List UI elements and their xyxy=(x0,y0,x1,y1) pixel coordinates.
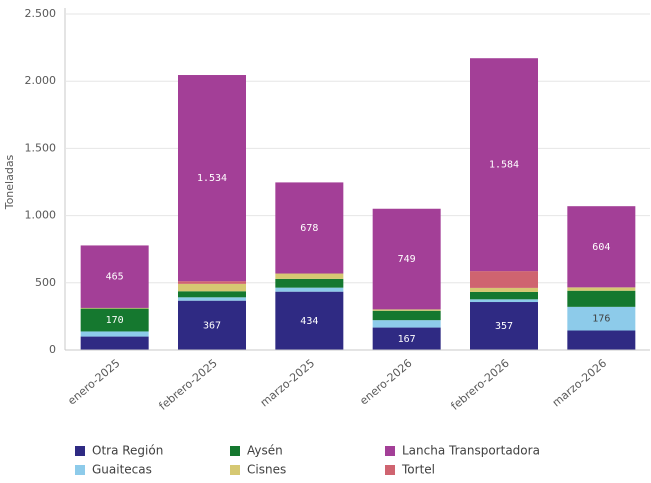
bar-segment xyxy=(372,320,441,328)
y-tick-label: 1.500 xyxy=(25,141,57,154)
bar-segment xyxy=(567,287,636,291)
value-label: 170 xyxy=(106,315,124,326)
legend-swatch xyxy=(385,446,395,456)
value-label: 465 xyxy=(106,272,124,283)
bar-segment xyxy=(275,278,344,288)
legend-label: Cisnes xyxy=(247,463,286,477)
bar-segment xyxy=(80,308,149,332)
value-label: 1.534 xyxy=(197,173,227,184)
bar-segment xyxy=(567,306,636,331)
x-tick-label: enero-2026 xyxy=(357,357,414,408)
x-tick-label: febrero-2026 xyxy=(448,357,511,413)
bar-segment xyxy=(567,330,636,350)
bar-segment xyxy=(470,271,538,288)
bar-segment xyxy=(470,287,538,292)
bar-segment xyxy=(80,307,149,309)
bar-segment xyxy=(275,273,344,279)
y-tick-label: 2.000 xyxy=(25,74,57,87)
x-tick-label: enero-2025 xyxy=(65,357,122,408)
legend-label: Tortel xyxy=(401,463,435,477)
bar-segment xyxy=(178,297,246,301)
bar-segment xyxy=(178,300,246,350)
bar-segment xyxy=(178,283,246,292)
value-label: 604 xyxy=(592,242,610,253)
y-axis-label: Toneladas xyxy=(3,154,16,210)
legend-label: Guaitecas xyxy=(92,463,152,477)
bar-segment xyxy=(470,291,538,300)
value-label: 1.584 xyxy=(489,160,519,171)
bar-segment xyxy=(372,309,441,311)
legend-swatch xyxy=(230,446,240,456)
bar-segment xyxy=(372,310,441,321)
bar-segment xyxy=(372,327,441,350)
y-tick-label: 2.500 xyxy=(25,7,57,20)
x-tick-label: febrero-2025 xyxy=(156,357,219,413)
bar-segment xyxy=(178,291,246,298)
legend-swatch xyxy=(75,446,85,456)
x-tick-label: marzo-2026 xyxy=(550,357,609,410)
value-label: 434 xyxy=(300,316,318,327)
y-tick-label: 1.000 xyxy=(25,209,57,222)
value-label: 749 xyxy=(398,254,416,265)
bar-segment xyxy=(275,182,344,274)
y-tick-label: 0 xyxy=(49,343,56,356)
legend-swatch xyxy=(230,465,240,475)
bar-segment xyxy=(470,58,538,272)
value-label: 678 xyxy=(300,223,318,234)
value-label: 176 xyxy=(592,314,610,325)
bar-segment xyxy=(470,302,538,350)
bar-segment xyxy=(80,245,149,308)
bar-segment xyxy=(80,336,149,350)
bar-segment xyxy=(567,206,636,288)
bar-segment xyxy=(275,287,344,292)
x-tick-label: marzo-2025 xyxy=(258,357,317,410)
bar-segment xyxy=(470,299,538,303)
bar-segment xyxy=(178,281,246,284)
bar-segment xyxy=(567,290,636,307)
legend-label: Otra Región xyxy=(92,444,163,458)
bar-segment xyxy=(80,331,149,337)
value-label: 367 xyxy=(203,320,221,331)
bar-segment xyxy=(178,75,246,282)
legend-swatch xyxy=(385,465,395,475)
value-label: 167 xyxy=(398,334,416,345)
bar-segment xyxy=(275,291,344,350)
value-label: 357 xyxy=(495,321,513,332)
legend-label: Aysén xyxy=(247,444,283,458)
bar-segment xyxy=(372,208,441,310)
legend-label: Lancha Transportadora xyxy=(402,444,540,458)
y-tick-label: 500 xyxy=(35,276,56,289)
legend-swatch xyxy=(75,465,85,475)
